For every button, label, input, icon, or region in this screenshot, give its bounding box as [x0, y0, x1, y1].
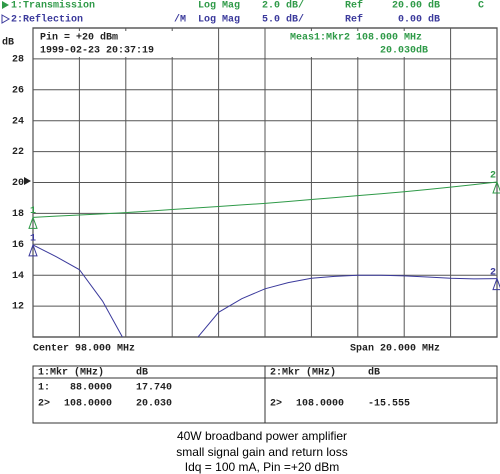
marker: [492, 277, 500, 291]
y-tick-label: 18: [12, 209, 24, 220]
format: Log Mag: [198, 1, 240, 12]
ref-label: Ref: [345, 0, 363, 12]
trace-icon: [1, 14, 11, 24]
annotation: Meas1:Mkr2 108.000 MHz: [290, 32, 422, 44]
marker: [28, 215, 38, 229]
active-trace-icon: [2, 1, 9, 9]
annotation-bg: [288, 31, 446, 57]
table-cell: 2>: [38, 399, 50, 410]
marker: [492, 180, 500, 194]
center-frequency: Center 98.000 MHz: [33, 344, 135, 355]
marker: [28, 243, 38, 257]
caption: small signal gain and return loss: [176, 445, 347, 459]
trace-flag: /M: [174, 14, 186, 26]
marker-label: 1: [30, 206, 36, 217]
trace-line: [33, 244, 497, 337]
ref-label: Ref: [345, 14, 363, 26]
y-axis-label: dB: [2, 37, 14, 49]
annotation-bg: [38, 31, 188, 57]
trace-label: 1:Transmission: [11, 0, 95, 12]
annotation: Pin = +20 dBm: [40, 32, 118, 44]
format: Log Mag: [198, 15, 240, 26]
scale: 2.0 dB/: [262, 0, 304, 12]
table-cell: 2>: [270, 399, 282, 410]
annotation: 1999-02-23 20:37:19: [40, 46, 154, 57]
span: Span 20.000 MHz: [350, 344, 440, 355]
y-tick-label: 26: [12, 85, 24, 96]
y-tick-label: 16: [12, 240, 24, 251]
caption: 40W broadband power amplifier: [177, 429, 347, 443]
table-header: 2:Mkr (MHz): [270, 367, 336, 379]
table-cell: 108.0000: [64, 399, 112, 410]
plot-area: [32, 28, 498, 337]
table-header: 1:Mkr (MHz): [38, 367, 104, 379]
marker-label: 2: [490, 171, 496, 182]
scale: 5.0 dB/: [262, 14, 304, 26]
table-cell: 20.030: [136, 399, 172, 410]
cal-flag: C: [478, 1, 484, 12]
y-tick-label: 28: [12, 55, 24, 66]
y-tick-label: 22: [12, 147, 24, 158]
table-cell: -15.555: [368, 399, 410, 410]
marker-label: 2: [490, 267, 496, 278]
trace-line: [33, 181, 497, 218]
table-cell: 1:: [38, 383, 50, 394]
table-cell: 88.0000: [70, 383, 112, 394]
marker-label: 1: [30, 234, 36, 245]
ref-value: 0.00 dB: [398, 14, 440, 26]
ref-value: 20.00 dB: [392, 0, 440, 12]
y-tick-label: 24: [12, 116, 24, 127]
y-tick-label: 14: [12, 271, 24, 282]
table-header: dB: [136, 367, 148, 379]
annotation: 20.030dB: [380, 45, 428, 57]
table-cell: 17.740: [136, 383, 172, 394]
table-cell: 108.0000: [296, 399, 344, 410]
trace-label: 2:Reflection: [11, 14, 83, 26]
reference-arrow: [24, 177, 31, 185]
table-header: dB: [368, 367, 380, 379]
y-tick-label: 12: [12, 302, 24, 313]
caption: Idq = 100 mA, Pin =+20 dBm: [185, 460, 339, 474]
y-tick-label: 20: [12, 178, 24, 189]
